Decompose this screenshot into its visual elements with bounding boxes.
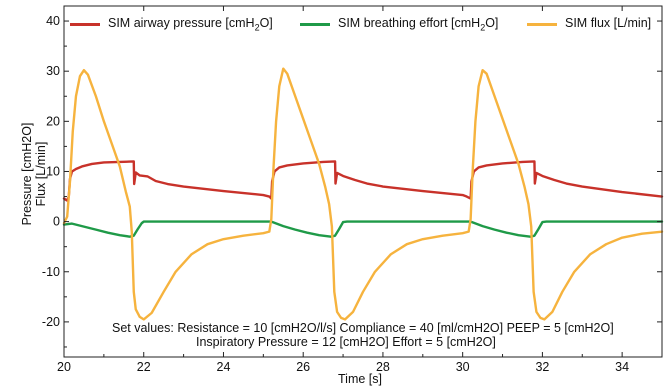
x-tick-label: 34 — [615, 360, 629, 374]
legend-label-flux: SIM flux [L/min] — [565, 16, 652, 30]
y-tick-label: -10 — [42, 265, 60, 279]
y-axis-label: Pressure [cmH2O] Flux [L/min] — [20, 104, 48, 244]
legend-swatch-effort — [300, 22, 330, 26]
y-axis-label-line2: Flux [L/min] — [34, 141, 48, 207]
x-tick-label: 30 — [456, 360, 470, 374]
x-tick-label: 26 — [296, 360, 310, 374]
x-tick-label: 22 — [137, 360, 151, 374]
legend-item-flux: SIM flux [L/min] — [527, 16, 651, 33]
legend-label-effort: SIM breathing effort [cmH2O] — [338, 16, 499, 33]
axes-layer: 20 22 24 26 28 30 32 34 -20 -10 0 10 20 30 40 — [42, 5, 663, 374]
legend-item-effort: SIM breathing effort [cmH2O] — [300, 16, 498, 33]
y-tick-label: 0 — [53, 215, 60, 229]
x-tick-label: 20 — [57, 360, 71, 374]
y-tick-label: 30 — [46, 64, 60, 78]
y-axis-label-line1: Pressure [cmH2O] — [20, 122, 34, 226]
y-tick-label: 40 — [46, 14, 60, 28]
y-tick-label: 20 — [46, 114, 60, 128]
series-layer — [62, 67, 664, 321]
plot-frame — [63, 5, 663, 358]
legend-swatch-pressure — [70, 22, 100, 26]
series-line-pressure — [62, 160, 664, 202]
legend-item-pressure: SIM airway pressure [cmH2O] — [70, 16, 273, 33]
y-tick-label: 10 — [46, 164, 60, 178]
set-values-annotation-line2: Inspiratory Pressure = 12 [cmH2O] Effort… — [196, 335, 496, 349]
x-axis-label: Time [s] — [338, 372, 382, 386]
legend-swatch-flux — [527, 22, 557, 26]
x-tick-label: 24 — [217, 360, 231, 374]
legend-label-pressure: SIM airway pressure [cmH2O] — [108, 16, 273, 33]
x-tick-label: 28 — [376, 360, 390, 374]
series-line-effort — [62, 220, 664, 238]
series-line-flux — [62, 67, 664, 321]
x-tick-label: 32 — [535, 360, 549, 374]
set-values-annotation-line1: Set values: Resistance = 10 [cmH2O/l/s] … — [112, 321, 614, 335]
y-tick-label: -20 — [42, 315, 60, 329]
